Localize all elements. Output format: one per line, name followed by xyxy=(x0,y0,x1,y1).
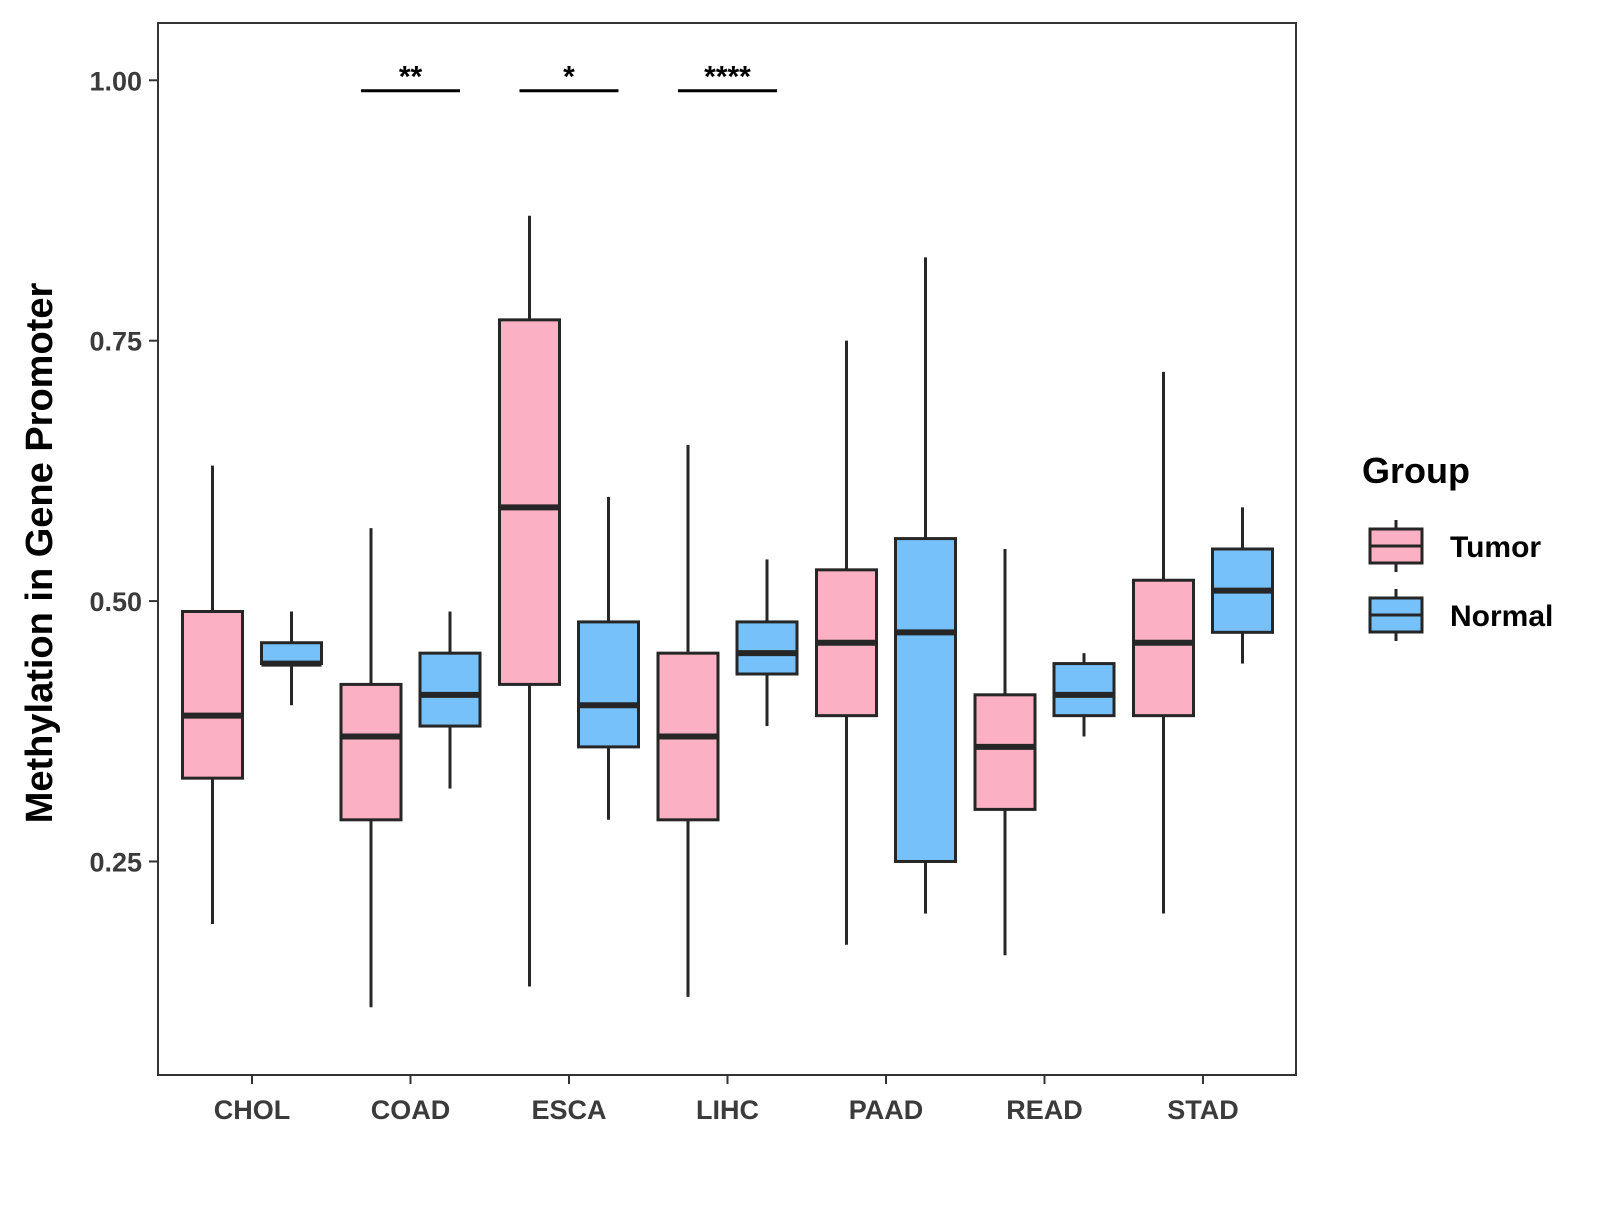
box-normal-esca xyxy=(577,496,640,820)
legend-label: Normal xyxy=(1450,600,1553,633)
box-tumor-coad xyxy=(339,528,403,1008)
x-tick-label: READ xyxy=(1006,1095,1083,1125)
box-normal-coad xyxy=(418,611,482,789)
y-tick-label: 0.50 xyxy=(89,587,142,617)
legend: Group Tumor Normal xyxy=(1362,450,1553,641)
x-tick-label: COAD xyxy=(371,1095,451,1125)
box-normal-read xyxy=(1052,653,1116,737)
significance-label: * xyxy=(563,61,575,94)
box-body xyxy=(1052,662,1116,718)
box-body xyxy=(735,620,799,676)
box-body xyxy=(894,537,957,863)
box-tumor-paad xyxy=(815,340,878,945)
box-tumor-lihc xyxy=(656,444,720,997)
y-tick-label: 0.25 xyxy=(89,847,142,877)
y-tick-label: 0.75 xyxy=(89,327,142,357)
box-body xyxy=(973,693,1037,811)
box-body xyxy=(1132,578,1195,718)
box-normal-paad xyxy=(894,257,957,914)
box-normal-lihc xyxy=(735,559,799,727)
y-axis-title: Methylation in Gene Promoter xyxy=(19,283,61,824)
box-tumor-esca xyxy=(498,215,561,987)
box-tumor-chol xyxy=(181,465,244,924)
x-tick-label: ESCA xyxy=(531,1095,606,1125)
box-tumor-read xyxy=(973,549,1037,956)
box-body xyxy=(339,682,403,822)
box-body xyxy=(260,641,323,666)
x-tick-label: STAD xyxy=(1167,1095,1239,1125)
legend-label: Tumor xyxy=(1450,531,1541,564)
x-tick-label: PAAD xyxy=(849,1095,924,1125)
box-body xyxy=(498,318,561,686)
box-normal-chol xyxy=(260,611,323,706)
legend-item-normal: Normal xyxy=(1368,589,1553,641)
y-tick-label: 1.00 xyxy=(89,66,142,96)
box-body xyxy=(577,620,640,749)
x-tick-label: CHOL xyxy=(214,1095,291,1125)
box-tumor-stad xyxy=(1132,371,1195,914)
box-body xyxy=(181,609,244,780)
plot-area: ** * **** xyxy=(181,61,1274,1008)
axes: 0.25 0.50 0.75 1.00 CHOL COAD ESCA LIHC PAAD READ… xyxy=(89,22,1297,1125)
legend-item-tumor: Tumor xyxy=(1368,520,1541,572)
significance-label: ** xyxy=(399,61,423,94)
significance-label: **** xyxy=(704,61,751,94)
legend-title: Group xyxy=(1362,450,1470,491)
box-normal-stad xyxy=(1211,507,1274,664)
box-body xyxy=(418,651,482,728)
x-tick-label: LIHC xyxy=(696,1095,759,1125)
